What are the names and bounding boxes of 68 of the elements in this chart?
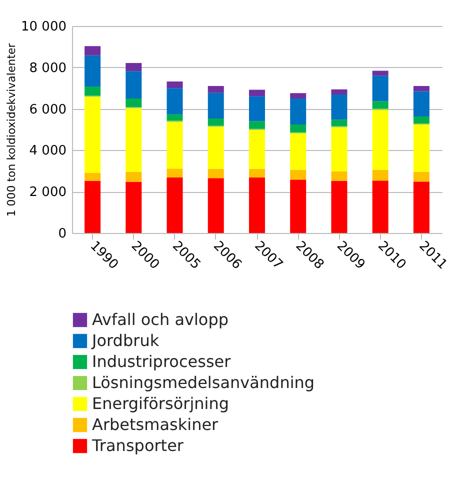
bar xyxy=(331,171,348,181)
bar xyxy=(372,76,388,102)
bar xyxy=(249,130,265,169)
bar xyxy=(84,86,101,96)
bar xyxy=(331,180,348,233)
y-tick-label: 4 000 xyxy=(29,144,66,159)
bar xyxy=(126,172,142,182)
bar xyxy=(208,126,224,169)
legend-label: Energiförsörjning xyxy=(92,394,230,413)
bar xyxy=(84,96,101,173)
bar xyxy=(372,101,388,109)
bar xyxy=(166,122,183,169)
bar xyxy=(84,46,101,56)
bar xyxy=(331,89,348,95)
bar xyxy=(249,96,265,122)
bar xyxy=(290,98,306,125)
bar xyxy=(413,116,430,124)
bar xyxy=(166,81,183,88)
legend-label: Avfall och avlopp xyxy=(92,310,229,329)
bar xyxy=(249,90,265,96)
y-tick-label: 8 000 xyxy=(29,60,66,76)
bar xyxy=(372,170,388,181)
bar xyxy=(413,86,430,92)
y-axis-title: 1 000 ton koldioxidekvivalenter xyxy=(5,42,18,217)
bar xyxy=(84,180,101,233)
bar xyxy=(208,168,224,178)
bar xyxy=(413,172,430,182)
legend-label: Arbetsmaskiner xyxy=(92,415,219,434)
bar xyxy=(413,182,430,233)
bar xyxy=(290,124,306,132)
bar xyxy=(126,63,142,72)
bar xyxy=(126,182,142,233)
bar xyxy=(84,55,101,86)
bar xyxy=(166,88,183,114)
bar xyxy=(166,178,183,233)
bar xyxy=(208,92,224,119)
y-tick-label: 10 000 xyxy=(21,20,66,34)
bar xyxy=(372,70,388,76)
bar xyxy=(126,108,142,172)
bar xyxy=(249,121,265,129)
y-tick-label: 0 xyxy=(58,226,66,242)
bar xyxy=(249,168,265,178)
bar xyxy=(249,178,265,233)
bar xyxy=(126,98,142,108)
bar xyxy=(413,91,430,116)
y-tick-label: 2 000 xyxy=(29,185,66,200)
bar xyxy=(331,127,348,172)
bar xyxy=(208,86,224,93)
bar xyxy=(126,71,142,98)
bar xyxy=(372,110,388,170)
legend-label: Jordbruk xyxy=(91,331,160,350)
bar xyxy=(413,124,430,172)
bar xyxy=(290,170,306,180)
legend-label: Lösningsmedelsanvändning xyxy=(92,373,315,392)
bar xyxy=(290,180,306,233)
bar xyxy=(290,93,306,98)
bar xyxy=(208,118,224,126)
bar xyxy=(208,178,224,233)
bar xyxy=(166,114,183,121)
bar xyxy=(166,168,183,178)
legend-label: Transporter xyxy=(91,436,184,455)
bar xyxy=(372,180,388,233)
bar xyxy=(84,172,101,181)
legend-label: Industriprocesser xyxy=(92,352,232,371)
bar xyxy=(331,120,348,126)
bar xyxy=(290,133,306,170)
bar xyxy=(331,94,348,120)
y-tick-label: 6 000 xyxy=(29,102,66,118)
